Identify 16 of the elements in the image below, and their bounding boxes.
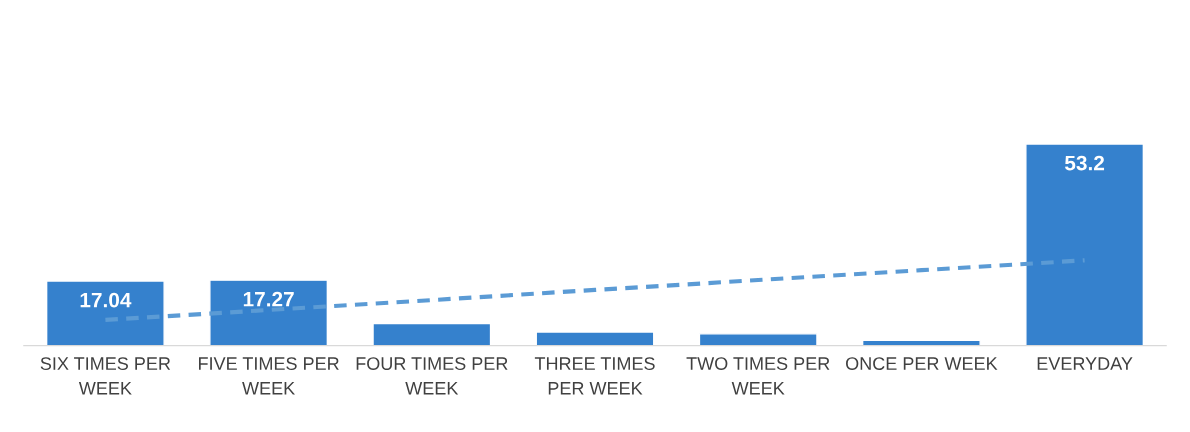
x-tick-label: EVERYDAY	[1037, 357, 1133, 370]
bar	[45, 280, 165, 346]
bar	[535, 331, 655, 346]
x-tick-label: FOUR TIMES PER WEEK	[356, 357, 508, 395]
x-tick-label: SIX TIMES PER WEEK	[40, 357, 171, 395]
data-label: 53.2	[1064, 155, 1105, 171]
data-label: 17.27	[243, 291, 294, 307]
bar	[209, 279, 329, 346]
x-tick-label: FIVE TIMES PER WEEK	[199, 357, 339, 395]
bar	[372, 322, 492, 346]
x-tick-label: THREE TIMES PER WEEK	[534, 357, 655, 395]
bar	[1025, 143, 1145, 346]
x-tick-label: TWO TIMES PER WEEK	[686, 357, 830, 395]
x-tick-label: ONCE PER WEEK	[846, 357, 998, 370]
data-label: 17.04	[80, 292, 132, 308]
bar	[698, 333, 818, 346]
